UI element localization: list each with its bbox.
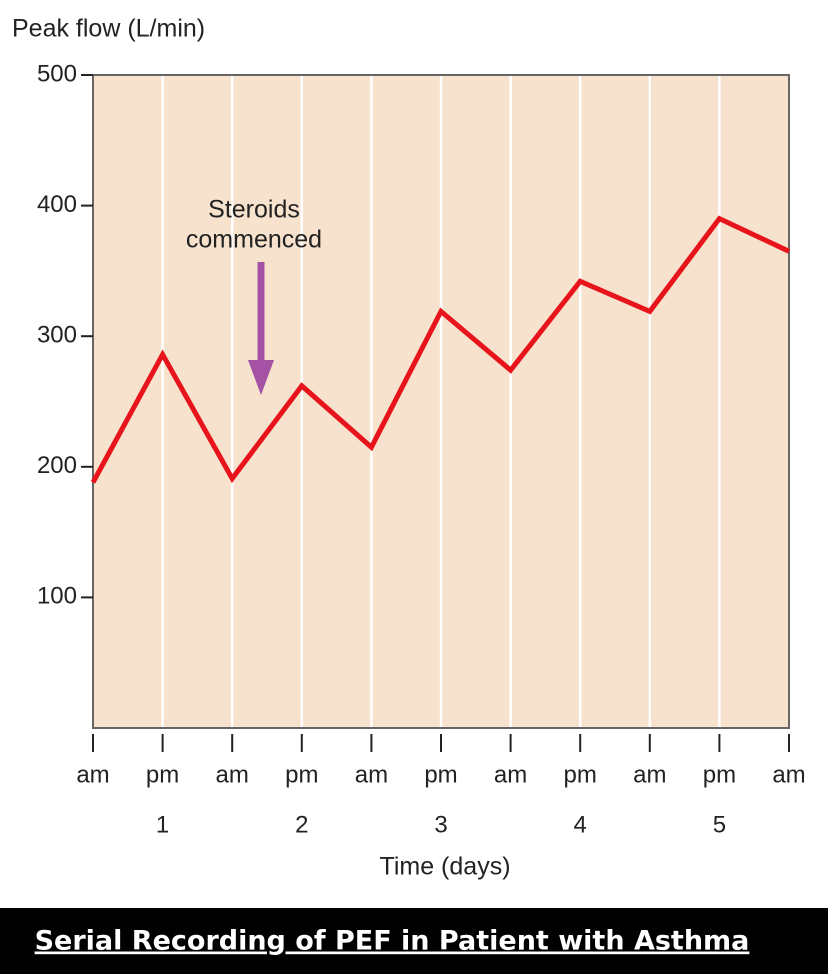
y-tick-label: 400 [37, 191, 77, 218]
y-tick-label: 200 [37, 452, 77, 479]
day-label: 3 [434, 811, 447, 838]
y-tick-label: 100 [37, 583, 77, 610]
x-tick-label: pm [424, 761, 457, 788]
day-label: 5 [713, 811, 726, 838]
day-label: 2 [295, 811, 308, 838]
day-label: 1 [156, 811, 169, 838]
caption: Serial Recording of PEF in Patient with … [35, 926, 750, 957]
x-tick-label: am [355, 761, 388, 788]
y-axis-label: Peak flow (L/min) [12, 15, 205, 43]
y-tick-label: 500 [37, 60, 77, 87]
annotation-arrowhead [248, 360, 274, 395]
x-tick-label: pm [703, 761, 736, 788]
x-tick-label: am [216, 761, 249, 788]
x-tick-label: pm [285, 761, 318, 788]
caption-band [0, 908, 828, 974]
x-tick-label: pm [146, 761, 179, 788]
day-label: 4 [574, 811, 587, 838]
data-line [90, 215, 791, 484]
annotation: commenced [186, 226, 322, 254]
annotation: Steroids [208, 196, 300, 224]
x-tick-label: am [772, 761, 805, 788]
x-axis-label: Time (days) [379, 853, 510, 881]
x-tick-label: am [633, 761, 666, 788]
y-tick-label: 300 [37, 322, 77, 349]
x-tick-label: am [76, 761, 109, 788]
x-tick-label: am [494, 761, 527, 788]
x-tick-label: pm [564, 761, 597, 788]
